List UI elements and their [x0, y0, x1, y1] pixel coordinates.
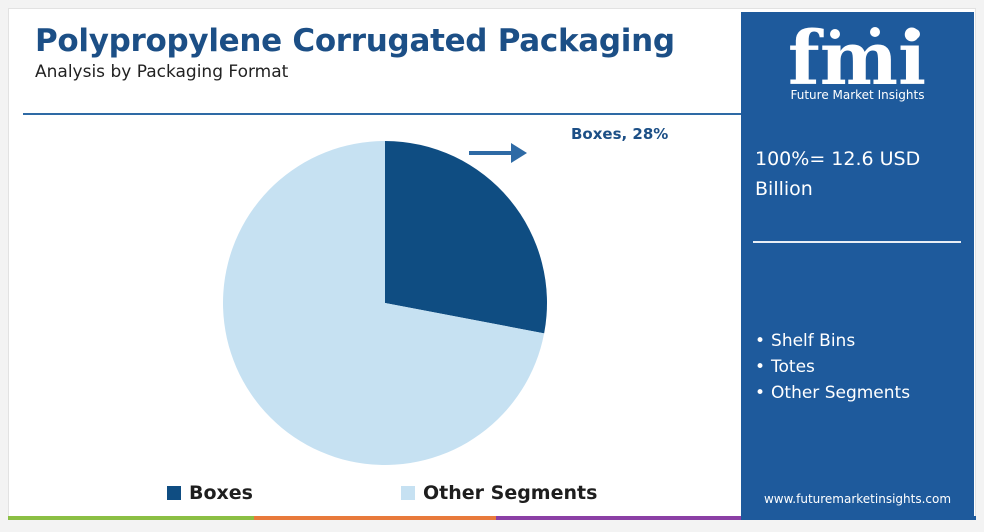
segment-item-shelf-bins: Shelf Bins [755, 328, 910, 354]
website-link[interactable]: www.futuremarketinsights.com [763, 492, 952, 506]
segment-item-other-segments: Other Segments [755, 380, 910, 406]
sidebar-divider [753, 241, 961, 243]
legend-label-boxes: Boxes [189, 482, 253, 504]
arrow-right-icon [469, 143, 527, 163]
pie-chart [222, 141, 547, 465]
pie-slice-boxes [385, 141, 547, 334]
market-total-line2: Billion [755, 178, 813, 200]
chart-title: Polypropylene Corrugated Packaging [35, 23, 675, 59]
fmi-logo: fmi [788, 22, 926, 88]
logo-tagline: Future Market Insights [790, 88, 925, 102]
info-sidebar: fmi Future Market Insights 100%= 12.6 US… [741, 12, 974, 518]
legend-label-other-segments: Other Segments [423, 482, 598, 504]
fmi-logo-text: fmi [788, 22, 926, 88]
market-total: 100%= 12.6 USD Billion [755, 144, 920, 204]
segment-list: Shelf Bins Totes Other Segments [755, 328, 910, 406]
segment-item-totes: Totes [755, 354, 910, 380]
legend-item-boxes: Boxes [167, 482, 253, 504]
chart-subtitle: Analysis by Packaging Format [35, 62, 289, 82]
boxes-callout-label: Boxes, 28% [571, 125, 669, 143]
bottom-bar-purple [496, 516, 741, 520]
bottom-bar-blue [741, 516, 976, 520]
legend-swatch-boxes [167, 486, 181, 500]
title-divider [23, 113, 743, 115]
legend-swatch-other-segments [401, 486, 415, 500]
bottom-bar-orange [254, 516, 496, 520]
market-total-line1: 100%= 12.6 USD [755, 148, 921, 170]
legend-item-other-segments: Other Segments [401, 482, 597, 504]
bottom-bar-green [8, 516, 254, 520]
pie-slice-other-segments [222, 141, 545, 465]
